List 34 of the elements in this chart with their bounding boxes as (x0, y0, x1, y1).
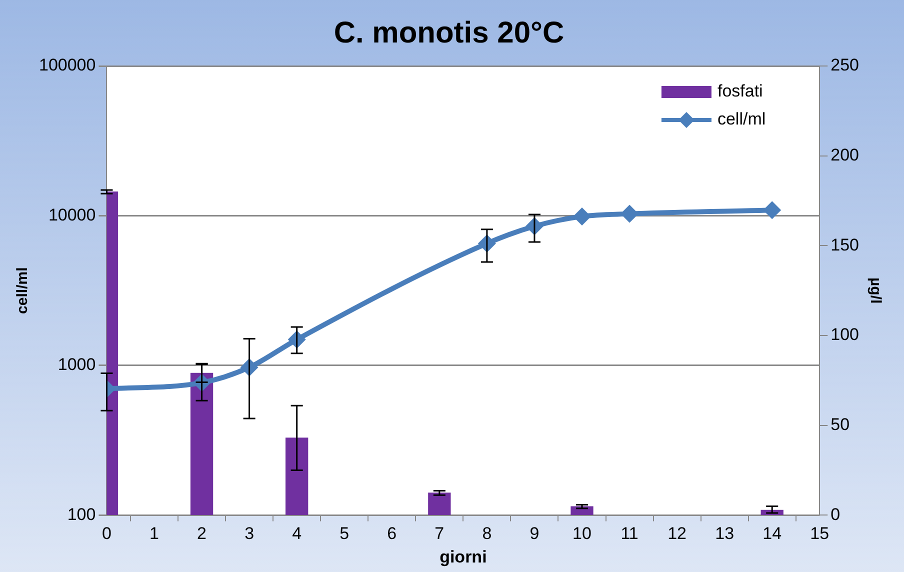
y-tick-label: 1000 (58, 355, 96, 374)
x-axis-title: giorni (440, 547, 487, 566)
point (573, 207, 591, 226)
x-tick-label: 6 (387, 524, 397, 544)
x-tick-label: 1 (150, 524, 159, 544)
x-tick-label: 3 (244, 524, 254, 544)
x-tick-label: 5 (340, 524, 350, 544)
x-tick-label: 9 (530, 524, 540, 544)
y2-tick-label: 250 (830, 56, 860, 75)
y2-tick-label: 100 (830, 325, 860, 344)
y2-tick-label: 0 (830, 504, 840, 524)
y-tick-label: 10000 (48, 205, 96, 224)
chart-title: C. monotis 20°C (334, 16, 564, 50)
x-tick-label: 2 (197, 524, 207, 544)
x-tick-label: 4 (292, 524, 302, 544)
y-tick-label: 100 (67, 504, 96, 524)
point (763, 201, 782, 220)
y2-tick-label: 200 (830, 146, 860, 165)
x-tick-label: 14 (762, 524, 782, 544)
legend-label: cell/ml (717, 110, 766, 129)
legend-label: fosfati (717, 82, 763, 101)
x-tick-label: 10 (572, 524, 592, 544)
x-tick-label: 7 (434, 524, 444, 544)
x-tick-label: 13 (715, 524, 734, 544)
y2-tick-label: 150 (830, 235, 860, 254)
x-tick-label: 15 (810, 524, 830, 544)
x-tick-label: 0 (102, 524, 112, 544)
x-tick-label: 12 (668, 524, 687, 544)
y-tick-label: 100000 (38, 56, 96, 75)
y2-tick-label: 50 (830, 415, 850, 434)
y2-axis-title: µg/l (866, 278, 884, 304)
x-tick-label: 11 (620, 524, 638, 544)
y-axis-title: cell/ml (14, 267, 32, 314)
x-tick-label: 8 (482, 524, 492, 544)
